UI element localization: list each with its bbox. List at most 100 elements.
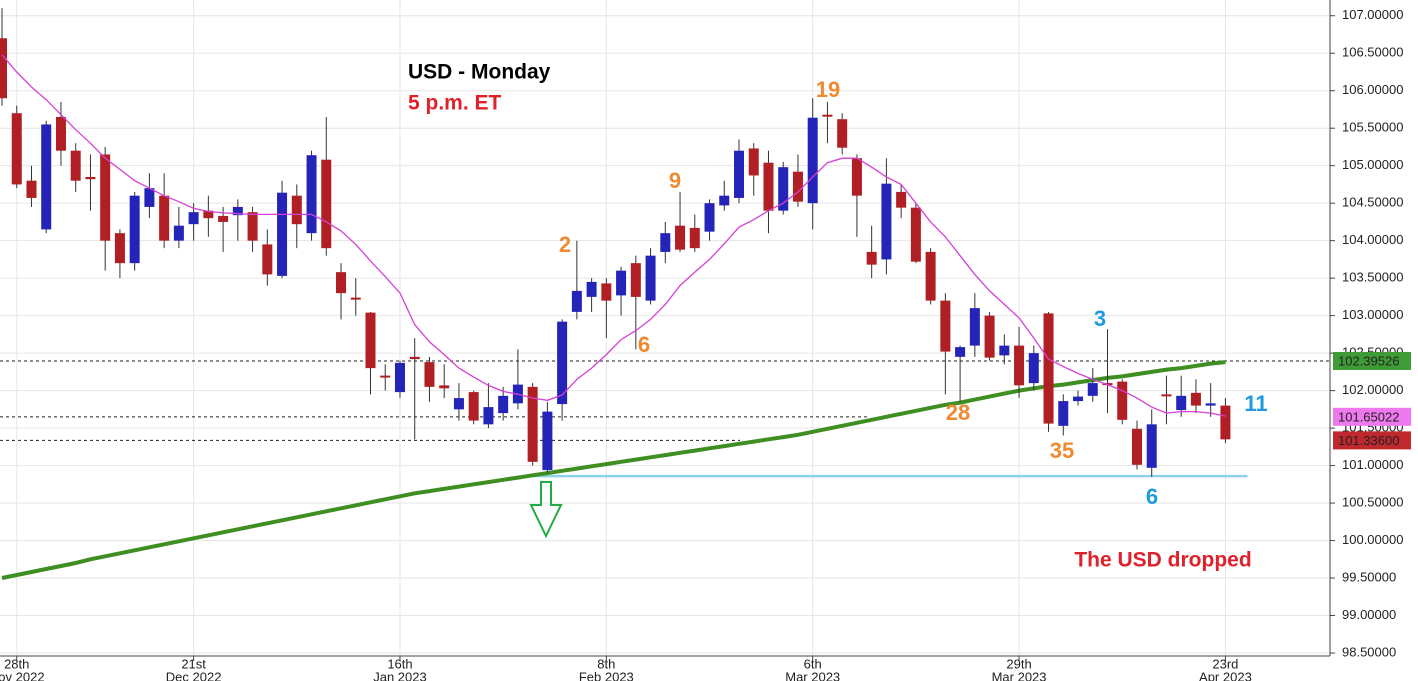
x-tick-sublabel: Jan 2023: [373, 669, 427, 681]
x-tick-sublabel: Feb 2023: [579, 669, 634, 681]
candle-body: [468, 392, 479, 421]
y-tick-label: 104.50000: [1342, 195, 1403, 210]
candle-body: [55, 116, 66, 151]
candle-body: [1176, 395, 1187, 411]
y-tick-label: 99.00000: [1342, 607, 1396, 622]
candle-body: [910, 207, 921, 262]
annotation: 6: [638, 332, 650, 357]
x-tick-label: 8th: [597, 656, 615, 671]
annotation: 9: [669, 168, 681, 193]
candle-body: [380, 375, 391, 378]
x-tick-label: 28th: [4, 656, 29, 671]
candle-body: [969, 308, 980, 346]
annotation: 11: [1244, 391, 1267, 416]
candle-body: [1146, 424, 1157, 468]
candle-body: [336, 272, 347, 294]
candle-body: [984, 315, 995, 358]
candle-body: [542, 411, 553, 471]
candle-body: [247, 212, 258, 241]
y-tick-label: 103.50000: [1342, 270, 1403, 285]
y-tick-label: 105.00000: [1342, 157, 1403, 172]
candle-body: [778, 167, 789, 211]
candle-body: [1073, 396, 1084, 402]
y-tick-label: 106.50000: [1342, 45, 1403, 60]
annotation: 35: [1050, 438, 1074, 463]
x-tick-sublabel: Apr 2023: [1199, 669, 1252, 681]
price-tag-label: 102.39526: [1338, 353, 1399, 368]
candle-body: [26, 180, 37, 198]
candle-body: [424, 362, 435, 387]
candle-body: [999, 345, 1010, 356]
candle-body: [896, 191, 907, 208]
candle-body: [792, 171, 803, 202]
y-tick-label: 104.00000: [1342, 232, 1403, 247]
candle-body: [0, 38, 7, 99]
chart-title: USD - Monday: [408, 61, 551, 84]
x-tick-label: 6th: [804, 656, 822, 671]
candle-body: [851, 158, 862, 196]
candle-body: [616, 270, 627, 296]
chart-subtitle: 5 p.m. ET: [408, 92, 502, 115]
annotation: The USD dropped: [1074, 549, 1251, 572]
x-tick-sublabel: Dec 2022: [166, 669, 222, 681]
candle-body: [365, 312, 376, 369]
candle-body: [630, 263, 641, 297]
candle-body: [277, 192, 288, 276]
y-axis-panel: [1330, 0, 1418, 681]
price-tag: [1333, 351, 1411, 370]
price-tag-label: 101.33600: [1338, 433, 1399, 448]
y-tick-label: 100.00000: [1342, 532, 1403, 547]
price-tag: [1333, 407, 1411, 426]
plot: [0, 8, 1330, 580]
y-tick-label: 101.00000: [1342, 457, 1403, 472]
candle-body: [350, 297, 361, 300]
candle-body: [218, 215, 229, 222]
candle-body: [70, 150, 81, 181]
candle-body: [660, 233, 671, 252]
candle-body: [866, 251, 877, 265]
candle-body: [1043, 313, 1054, 424]
candle-body: [1117, 381, 1128, 420]
candle-body: [262, 244, 273, 275]
candle-body: [321, 159, 332, 249]
candle-body: [837, 119, 848, 148]
candle-body: [704, 203, 715, 232]
candle-body: [1131, 428, 1142, 465]
annotation: 6: [1146, 484, 1158, 509]
price-tag: [1333, 431, 1411, 450]
x-tick-label: 29th: [1006, 656, 1031, 671]
y-tick-label: 107.00000: [1342, 7, 1403, 22]
x-tick-sublabel: Mar 2023: [785, 669, 840, 681]
candle-body: [734, 150, 744, 198]
x-tick-sublabel: Mar 2023: [992, 669, 1047, 681]
candle-body: [940, 300, 951, 352]
candle-body: [881, 183, 892, 260]
annotation: 19: [816, 77, 840, 102]
candle-body: [1161, 394, 1172, 397]
indicator-line: [1, 54, 1226, 417]
candle-body: [1087, 383, 1098, 396]
y-tick-label: 98.50000: [1342, 644, 1396, 659]
candle-body: [159, 195, 170, 241]
candle-body: [645, 255, 656, 301]
y-tick-label: 106.00000: [1342, 82, 1403, 97]
x-tick-label: 23rd: [1212, 656, 1238, 671]
candle-body: [1014, 345, 1025, 386]
candle-body: [925, 251, 936, 301]
candle-body: [173, 225, 184, 241]
candle-body: [41, 124, 52, 230]
candle-body: [571, 290, 582, 312]
x-tick-sublabel: Nov 2022: [0, 669, 45, 681]
candle-body: [955, 347, 966, 357]
y-tick-label: 99.50000: [1342, 569, 1396, 584]
candle-body: [394, 362, 405, 393]
candle-body: [409, 356, 420, 360]
candle-body: [527, 386, 538, 462]
candle-body: [11, 113, 22, 185]
x-tick-label: 16th: [387, 656, 412, 671]
price-tag-label: 101.65022: [1338, 409, 1399, 424]
candle-body: [763, 162, 774, 211]
candle-body: [719, 195, 730, 206]
